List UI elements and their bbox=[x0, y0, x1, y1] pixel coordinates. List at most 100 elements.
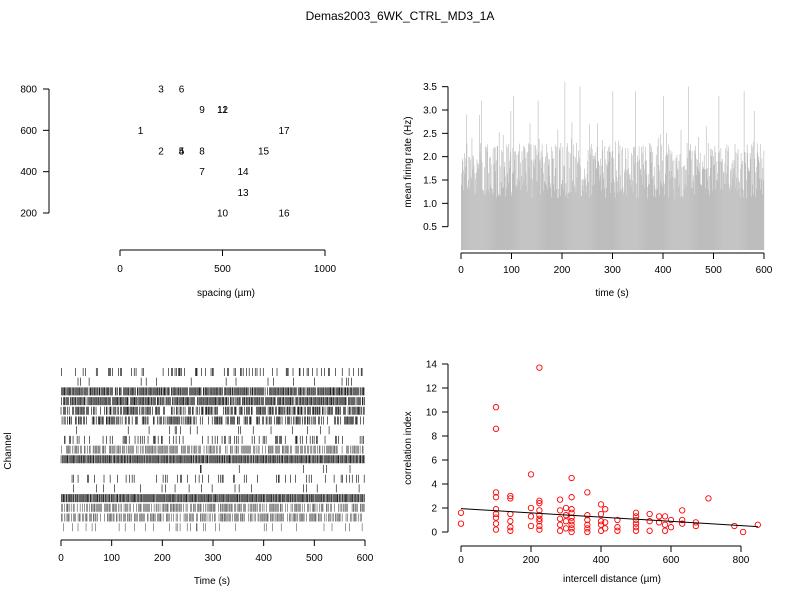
correlation-point bbox=[632, 516, 640, 524]
firing-rate-bar bbox=[476, 172, 477, 250]
raster-x-tick-label: 300 bbox=[205, 553, 222, 564]
firing-rate-bar bbox=[506, 188, 508, 250]
firing-rate-bar bbox=[663, 96, 664, 250]
correlation-point bbox=[584, 528, 591, 536]
correlation-point bbox=[584, 521, 591, 528]
firing-rate-bar bbox=[614, 192, 616, 250]
correlation-point bbox=[754, 521, 761, 528]
firing-rate-bar bbox=[670, 179, 671, 250]
firing-rate-bar bbox=[736, 177, 737, 250]
firing-rate-bar bbox=[756, 166, 758, 250]
firing-rate-bar bbox=[722, 158, 723, 250]
firing-rate-bar bbox=[717, 180, 719, 250]
firing-rate-bar bbox=[568, 192, 569, 250]
firing-rate-bar bbox=[574, 185, 575, 250]
firing-rate-bar bbox=[461, 172, 463, 250]
firing-rate-bar bbox=[604, 159, 606, 250]
firing-rate-bar bbox=[503, 167, 505, 250]
firing-rate-bar bbox=[515, 185, 517, 250]
correlation-point bbox=[556, 527, 564, 534]
firing-rate-bar bbox=[464, 174, 466, 250]
firing-rate-bar bbox=[541, 167, 542, 250]
correlation-point bbox=[597, 510, 605, 518]
firing-rate-bar bbox=[738, 188, 740, 250]
correlation-point bbox=[602, 519, 609, 526]
firing-rate-bar bbox=[712, 155, 714, 250]
firing-rate-bar bbox=[738, 179, 739, 250]
spike-train-channel bbox=[60, 455, 365, 464]
firing-rate-bar bbox=[761, 194, 763, 250]
firing-rate-bar bbox=[729, 190, 731, 250]
firing-rate-bar bbox=[627, 171, 628, 250]
firing-rate-bar bbox=[634, 163, 635, 250]
firing-rate-bar bbox=[588, 197, 590, 250]
firing-rate-bar bbox=[530, 144, 532, 250]
firing-rate-bar bbox=[662, 186, 664, 250]
firing-rate-bar bbox=[474, 173, 476, 250]
firing-rate-bar bbox=[612, 91, 614, 250]
firing-rate-bar bbox=[614, 182, 615, 250]
correlation-point bbox=[536, 515, 543, 522]
firing-rate-bar bbox=[496, 197, 498, 250]
correlation-point bbox=[492, 404, 500, 411]
firing-rate-bar bbox=[645, 146, 646, 250]
firing-rate-bar bbox=[720, 148, 722, 250]
firing-rate-bar bbox=[651, 146, 653, 250]
firing-rate-bar bbox=[546, 188, 548, 250]
firing-rate-bar bbox=[545, 156, 546, 250]
firing-rate-bar bbox=[702, 161, 704, 250]
firing-rate-bar bbox=[619, 191, 620, 250]
firing-rate-bar bbox=[508, 143, 510, 250]
firing-rate-bar bbox=[737, 153, 738, 250]
firing-rate-bar bbox=[535, 145, 536, 250]
firing-rate-bar bbox=[687, 158, 688, 250]
firing-rate-bar bbox=[679, 154, 681, 250]
correlation-point bbox=[667, 516, 675, 524]
firing-rate-bar bbox=[644, 187, 645, 250]
correlation-point bbox=[632, 527, 640, 534]
firing-rate-bar bbox=[701, 185, 703, 250]
firing-rate-bar bbox=[594, 155, 595, 250]
firing-rate-bar bbox=[702, 167, 704, 250]
rate-y-tick-label: 3.0 bbox=[423, 106, 437, 117]
firing-rate-bar bbox=[494, 146, 495, 250]
firing-rate-bar bbox=[713, 165, 715, 250]
correlation-y-label: correlation index bbox=[403, 411, 414, 484]
correlation-point bbox=[457, 520, 465, 527]
firing-rate-bar bbox=[622, 187, 624, 250]
firing-rate-bar bbox=[502, 134, 504, 250]
firing-rate-bar bbox=[689, 150, 691, 250]
firing-rate-bar bbox=[590, 154, 591, 250]
correlation-point bbox=[492, 526, 500, 533]
firing-rate-bar bbox=[740, 169, 741, 250]
spike-train-channel bbox=[77, 377, 352, 386]
firing-rate-bar bbox=[751, 147, 753, 250]
firing-rate-bar bbox=[466, 143, 468, 250]
correlation-point bbox=[679, 507, 686, 514]
firing-rate-bar bbox=[540, 151, 542, 250]
firing-rate-bar bbox=[569, 168, 571, 250]
raster-x-tick-label: 500 bbox=[306, 553, 323, 564]
spike-train-channel bbox=[63, 523, 363, 532]
electrode-label: 13 bbox=[237, 188, 249, 199]
firing-rate-bar bbox=[582, 185, 583, 250]
spike-train-channel bbox=[60, 513, 362, 522]
firing-rate-bar bbox=[606, 163, 608, 250]
firing-rate-bar bbox=[688, 149, 690, 250]
firing-rate-bar bbox=[659, 134, 661, 250]
firing-rate-bar bbox=[609, 193, 611, 250]
correlation-point bbox=[492, 425, 500, 432]
correlation-point bbox=[492, 506, 500, 513]
firing-rate-bar bbox=[683, 166, 684, 250]
firing-rate-bar bbox=[610, 182, 612, 250]
firing-rate-bar bbox=[642, 152, 643, 250]
firing-rate-bar bbox=[468, 180, 469, 250]
firing-rate-bar bbox=[651, 178, 653, 250]
firing-rate-bar bbox=[580, 196, 582, 250]
electrode-label: 8 bbox=[199, 147, 205, 158]
corr-y-tick-label: 12 bbox=[426, 384, 438, 395]
firing-rate-bar bbox=[625, 158, 627, 250]
correlation-point bbox=[602, 525, 609, 532]
firing-rate-bar bbox=[617, 181, 618, 250]
firing-rate-bar bbox=[747, 152, 748, 250]
